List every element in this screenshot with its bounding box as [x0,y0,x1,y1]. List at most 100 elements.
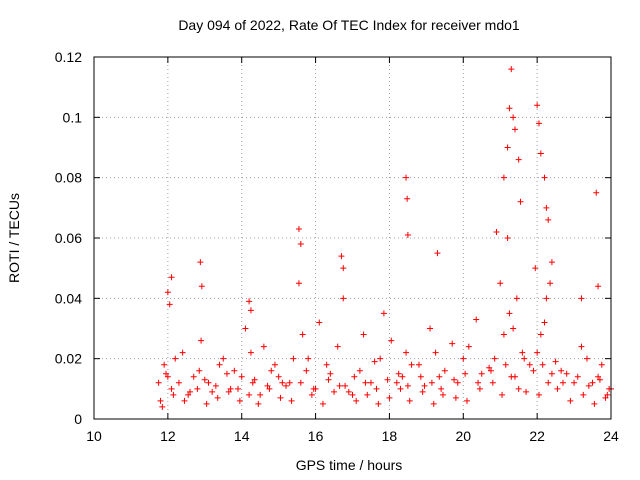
data-point [275,373,282,380]
data-point [345,388,352,395]
data-point [308,391,315,398]
data-point [279,379,286,386]
data-point [299,331,306,338]
data-point [441,367,448,374]
data-point [319,400,326,407]
data-point [231,367,238,374]
data-point [508,66,515,73]
data-point [403,349,410,356]
data-point [375,400,382,407]
data-point [161,361,168,368]
data-point [295,280,302,287]
data-point [164,289,171,296]
data-point [537,150,544,157]
data-point [545,379,552,386]
data-point [364,391,371,398]
data-point [384,376,391,383]
gridlines [94,57,611,419]
data-point [428,379,435,386]
data-point [454,379,461,386]
data-point [548,370,555,377]
axis-ticks [93,56,612,420]
data-point [216,361,223,368]
data-point [251,376,258,383]
data-point [201,376,208,383]
data-point [290,355,297,362]
data-point [334,343,341,350]
data-point [205,379,212,386]
data-point [519,349,526,356]
data-point [489,379,496,386]
data-point [535,391,542,398]
data-point [604,391,611,398]
data-point [478,370,485,377]
data-point [388,337,395,344]
data-point [593,189,600,196]
data-point [185,391,192,398]
data-point [595,283,602,290]
data-point [500,174,507,181]
data-point [530,367,537,374]
data-point [196,367,203,374]
data-point [559,379,566,386]
data-point [338,253,345,260]
data-point [574,373,581,380]
data-point [159,403,166,410]
data-point [404,195,411,202]
data-point [438,385,445,392]
data-point [225,388,232,395]
data-point [249,379,256,386]
data-point [591,400,598,407]
data-point [209,388,216,395]
data-point [535,120,542,127]
data-point [168,274,175,281]
data-point [491,355,498,362]
data-point [463,397,470,404]
data-point [197,259,204,266]
data-point [430,400,437,407]
data-point [399,373,406,380]
data-point [504,235,511,241]
data-point [220,355,227,362]
data-point [427,325,434,332]
data-point [367,379,374,386]
data-point [451,376,458,383]
data-point [325,376,332,383]
x-tick-label: 14 [234,428,250,444]
data-point [356,367,363,374]
data-point [247,349,254,356]
data-point [157,397,164,404]
data-point [166,301,173,308]
data-point [340,265,347,272]
data-point [255,400,262,407]
data-point [511,126,518,133]
data-point [596,376,603,383]
data-points [155,66,614,410]
data-point [264,382,271,389]
data-point [305,355,312,362]
data-point [342,382,349,389]
data-point [316,319,323,326]
data-point [175,379,182,386]
data-point [475,379,482,386]
data-point [163,370,170,377]
data-point [419,388,426,395]
data-point [198,283,205,290]
data-point [417,373,424,380]
data-point [511,373,518,380]
data-point [515,156,522,163]
data-point [499,391,506,398]
data-point [297,379,304,386]
data-point [547,280,554,287]
data-point [187,388,194,395]
data-point [323,361,330,368]
data-point [181,397,188,404]
data-point [421,382,428,389]
data-point [583,355,590,362]
data-point [465,343,472,350]
data-point [238,373,245,380]
x-tick-label: 16 [308,428,324,444]
data-point [449,340,456,347]
x-tick-label: 12 [160,428,176,444]
